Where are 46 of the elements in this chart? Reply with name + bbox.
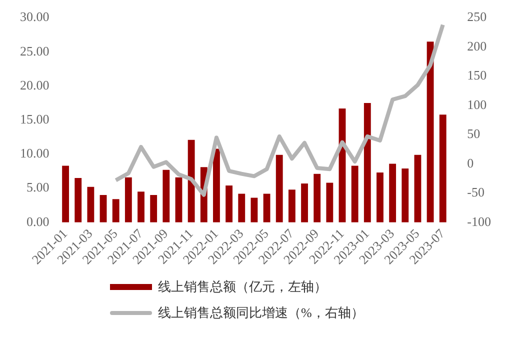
y-tick-label: 5.00 xyxy=(26,180,50,195)
bar xyxy=(314,174,321,222)
bar xyxy=(439,114,446,222)
bar xyxy=(124,177,132,222)
legend-label: 线上销售总额同比增速（%，右轴） xyxy=(158,304,364,322)
bar xyxy=(100,195,107,222)
bar xyxy=(376,172,384,222)
bar xyxy=(87,186,94,222)
bar xyxy=(326,182,334,222)
y2-tick-label: -100 xyxy=(467,214,492,229)
bar xyxy=(150,195,158,222)
y-tick-label: 20.00 xyxy=(20,77,50,92)
bar xyxy=(175,177,182,222)
bar xyxy=(188,140,195,222)
bar xyxy=(263,194,270,222)
y2-tick-label: -50 xyxy=(467,184,485,200)
y2-tick-label: 0 xyxy=(467,155,474,170)
bar xyxy=(112,199,120,222)
y-tick-label: 10.00 xyxy=(20,146,50,161)
y-tick-label: 15.00 xyxy=(20,111,50,126)
bar xyxy=(426,42,434,222)
bar xyxy=(162,170,170,222)
y2-tick-label: 50 xyxy=(467,126,480,142)
legend-label: 线上销售总额（亿元，左轴） xyxy=(158,278,327,296)
y-tick-label: 25.00 xyxy=(20,43,50,58)
bar xyxy=(389,164,396,222)
bar xyxy=(62,166,69,222)
bar xyxy=(226,186,233,222)
y2-tick-label: 150 xyxy=(467,68,487,83)
y-tick-label: 0.00 xyxy=(26,214,50,229)
bar xyxy=(138,192,144,222)
y2-tick-label: 100 xyxy=(467,96,487,112)
bar xyxy=(74,178,82,222)
bar xyxy=(238,194,246,222)
bar xyxy=(351,166,358,222)
bar xyxy=(213,148,220,222)
bar xyxy=(276,154,283,222)
bar xyxy=(364,103,371,222)
y2-tick-label: 200 xyxy=(467,38,487,54)
y2-tick-label: 250 xyxy=(467,9,487,24)
bar xyxy=(288,190,296,222)
bar xyxy=(414,154,422,222)
bar xyxy=(301,183,308,222)
y-tick-label: 30.00 xyxy=(20,9,50,24)
bar xyxy=(402,168,409,222)
bar xyxy=(250,198,258,222)
